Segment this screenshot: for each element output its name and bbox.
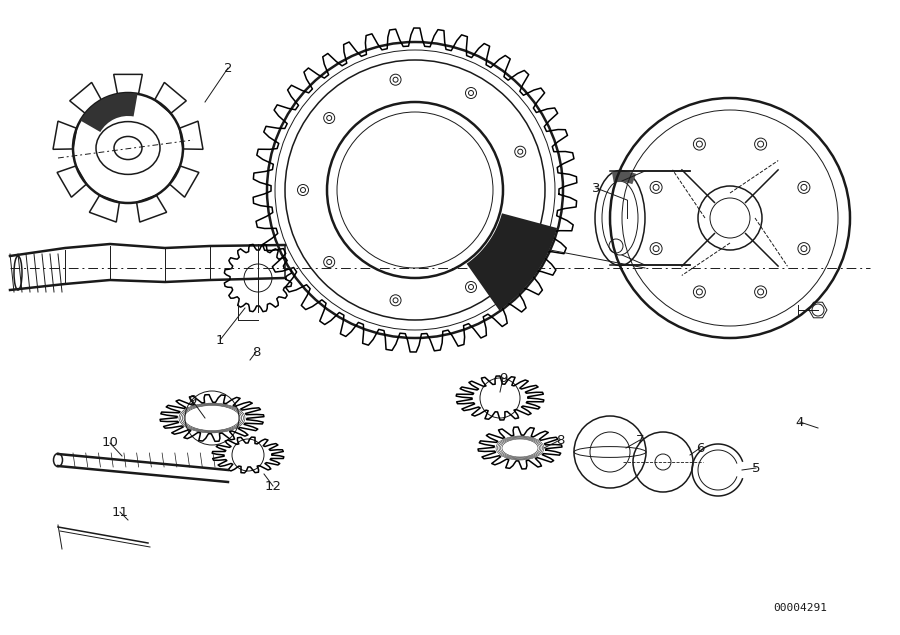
Text: 1: 1 <box>216 333 224 347</box>
Text: 3: 3 <box>592 182 600 194</box>
Text: 5: 5 <box>752 462 760 474</box>
Text: 9: 9 <box>499 371 508 385</box>
Text: 7: 7 <box>635 434 644 446</box>
Text: 11: 11 <box>112 505 129 519</box>
Text: 12: 12 <box>265 479 282 493</box>
Wedge shape <box>80 93 138 132</box>
Text: 4: 4 <box>796 415 805 429</box>
Text: 9: 9 <box>188 394 196 406</box>
Polygon shape <box>466 213 557 311</box>
Text: 8: 8 <box>252 345 260 359</box>
Text: 6: 6 <box>696 441 704 455</box>
Text: 8: 8 <box>556 434 564 446</box>
Wedge shape <box>612 171 636 184</box>
Text: 00004291: 00004291 <box>773 603 827 613</box>
Text: 2: 2 <box>224 62 232 74</box>
Text: 10: 10 <box>102 436 119 450</box>
